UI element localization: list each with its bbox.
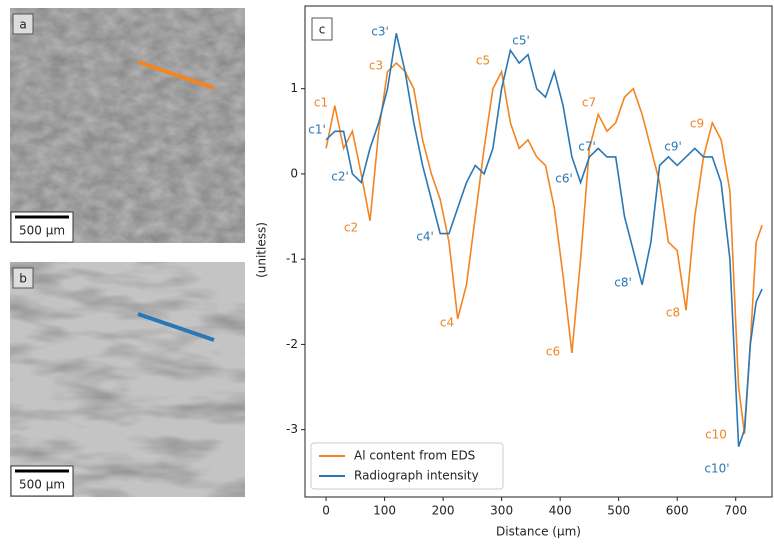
y-tick-label: -1 [286,252,298,266]
panel-label-box [12,13,34,35]
annotation: c8 [666,306,680,320]
x-tick-label: 500 [607,504,630,518]
annotation: c10 [705,428,727,442]
x-tick-label: 0 [322,504,330,518]
legend-box [310,442,504,490]
annotation: c5 [476,54,490,68]
legend-label: Radiograph intensity [354,469,479,483]
scale-bar-label: 500 µm [19,224,65,238]
scale-bar-label: 500 µm [19,478,65,492]
y-axis-label: (unitless) [255,222,269,278]
annotation: c6' [555,172,573,186]
line-chart: 0 100 200 300 400 500 600 700 1 0 -1 -2 -3 Distance (… [255,5,773,539]
annotation: c6 [546,345,560,359]
panel-label: a [19,18,26,32]
annotation: c2' [331,170,349,184]
legend-label: Al content from EDS [354,449,475,463]
panel-label: c [319,23,326,37]
annotation: c1' [308,123,326,137]
annotation: c9' [664,140,682,154]
annotation: c5' [512,34,530,48]
data-line [325,61,763,434]
annotation: c4' [416,230,434,244]
x-tick-label: 100 [373,504,396,518]
panel-a: a 500 µm [10,8,245,243]
y-tick-label: 1 [290,81,298,95]
panel-label-box [12,267,34,289]
annotation: c2 [344,221,358,235]
data-line [325,33,763,447]
annotation: c8' [614,276,632,290]
plot-frame [304,5,773,498]
x-axis-label: Distance (μm) [496,525,581,539]
y-tick-label: 0 [290,166,298,180]
x-tick-label: 700 [724,504,747,518]
profile-line [137,312,215,342]
annotation: c4 [440,316,454,330]
y-tick-label: -2 [286,337,298,351]
x-tick-label: 300 [490,504,513,518]
y-tick-label: -3 [286,422,298,436]
x-tick-label: 200 [432,504,455,518]
x-tick-label: 600 [666,504,689,518]
micrograph-texture [10,262,245,497]
annotation: c3' [371,25,389,39]
micrograph-texture [10,8,245,243]
annotation: c1 [314,96,328,110]
annotation: c3 [369,59,383,73]
profile-line [137,60,215,90]
panel-b: b 500 µm [10,262,245,497]
panel-label: b [19,272,27,286]
annotation: c7' [578,140,596,154]
annotation: c7 [582,96,596,110]
x-tick-label: 400 [549,504,572,518]
panel-label-box [311,17,333,41]
annotation: c10' [704,462,729,476]
annotation: c9 [690,117,704,131]
